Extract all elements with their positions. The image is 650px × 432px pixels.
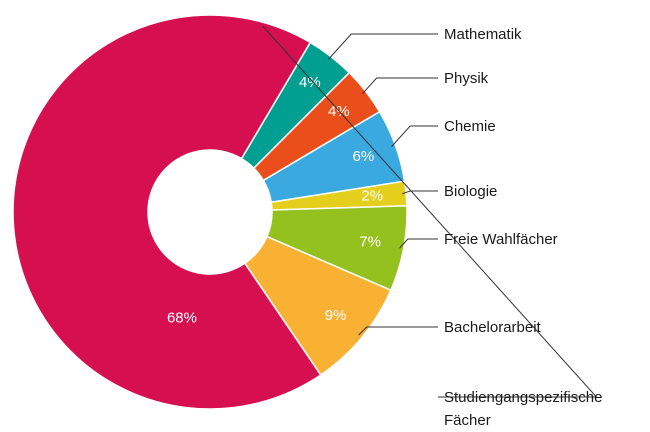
legend-label: Mathematik bbox=[444, 25, 522, 43]
leader-line bbox=[362, 77, 438, 95]
value-label: 4% bbox=[328, 103, 350, 120]
leader-line bbox=[399, 238, 438, 249]
legend-label: Bachelorarbeit bbox=[444, 318, 541, 336]
leader-line bbox=[391, 125, 438, 147]
legend-label: Freie Wahlfächer bbox=[444, 230, 558, 248]
pie-slice bbox=[12, 14, 322, 410]
leader-line bbox=[327, 33, 438, 60]
legend-label: Biologie bbox=[444, 182, 498, 200]
legend-label: Chemie bbox=[444, 117, 496, 135]
leader-line bbox=[401, 190, 438, 195]
legend-label: Studiengangspezifische Fächer bbox=[444, 388, 603, 429]
value-label: 9% bbox=[325, 307, 347, 324]
value-label: 4% bbox=[299, 74, 321, 91]
value-label: 6% bbox=[353, 148, 375, 165]
leader-line bbox=[358, 326, 438, 336]
legend-label: Physik bbox=[444, 69, 489, 87]
value-label: 7% bbox=[359, 234, 381, 251]
value-label: 2% bbox=[361, 188, 383, 205]
leader-line bbox=[262, 26, 598, 398]
value-label: 68% bbox=[167, 309, 197, 326]
